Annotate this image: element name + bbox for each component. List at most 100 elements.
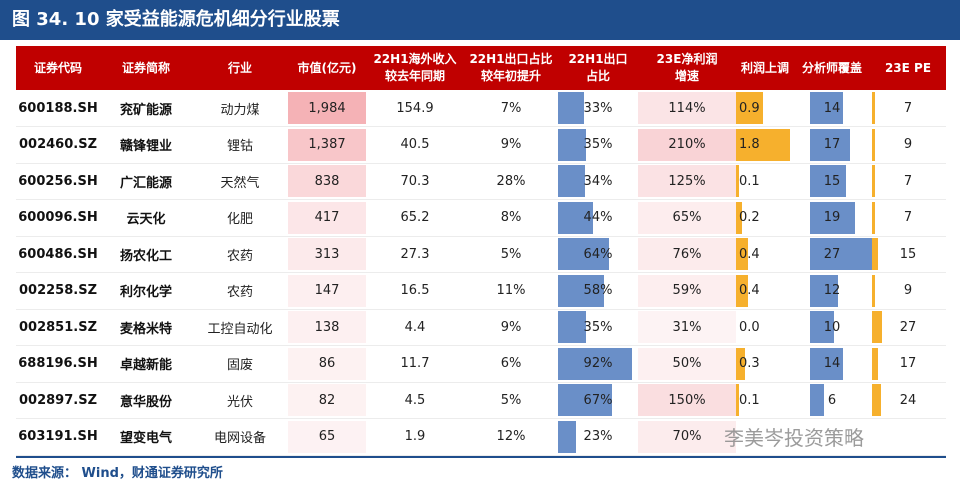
- header-export-share: 22H1出口 占比: [568, 52, 628, 83]
- profit-upgrade: 0.4: [736, 236, 794, 272]
- profit-upgrade: 0.2: [736, 200, 794, 236]
- industry: 固废: [192, 346, 288, 382]
- profit-growth-text: 76%: [672, 246, 702, 262]
- table-row: 600096.SH 云天化 化肥 417 65.2 8% 44% 65% 0.2 19 7: [16, 200, 946, 237]
- profit-upgrade: 0.3: [736, 346, 794, 382]
- profit-growth: 50%: [638, 346, 736, 382]
- profit-upgrade-text: 0.9: [739, 100, 760, 116]
- export-share: 33%: [558, 90, 638, 126]
- industry: 化肥: [192, 200, 288, 236]
- stock-name-text: 利尔化学: [119, 285, 172, 300]
- profit-upgrade: 1.8: [736, 127, 794, 163]
- overseas-revenue: 70.3: [366, 163, 464, 199]
- stock-name-text: 麦格米特: [119, 321, 172, 337]
- overseas-revenue-text: 27.3: [400, 246, 430, 262]
- export-share: 58%: [558, 273, 638, 309]
- profit-growth: 210%: [638, 127, 736, 163]
- export-share-increase-text: 7%: [500, 100, 522, 116]
- export-share-increase-text: 9%: [500, 319, 522, 335]
- export-share: 35%: [558, 309, 638, 345]
- stock-name-text: 卓越新能: [119, 358, 172, 373]
- export-share-text: 33%: [583, 100, 613, 116]
- stock-code-text: 002851.SZ: [19, 319, 97, 335]
- market-value: 1,387: [288, 127, 366, 163]
- industry-text: 农药: [226, 248, 253, 264]
- industry: 农药: [192, 236, 288, 272]
- pe-value: 7: [870, 200, 946, 236]
- profit-upgrade-bar: [736, 128, 790, 161]
- market-value-heat: [288, 274, 366, 307]
- analyst-coverage: 14: [794, 90, 870, 126]
- profit-upgrade-bar: [736, 347, 745, 380]
- pe-bar: [872, 201, 875, 234]
- industry-text: 光伏: [226, 394, 253, 410]
- watermark: 李美岑投资策略: [724, 426, 864, 450]
- profit-upgrade-text: 0.2: [739, 210, 760, 225]
- profit-growth-heat: [638, 128, 736, 161]
- analyst-coverage: 14: [794, 346, 870, 382]
- export-share-text: 44%: [583, 210, 613, 225]
- header-pe: 23E PE: [884, 60, 932, 75]
- stock-code-text: 688196.SH: [18, 356, 98, 371]
- pe-value: 7: [870, 90, 946, 126]
- profit-growth: 70%: [638, 419, 736, 455]
- market-value: 82: [288, 382, 366, 418]
- market-value-text: 138: [314, 319, 340, 335]
- industry: 电网设备: [192, 419, 288, 455]
- market-value: 417: [288, 200, 366, 236]
- header-industry: 行业: [227, 60, 252, 75]
- pe-value: [870, 419, 946, 455]
- export-share: 44%: [558, 200, 638, 236]
- profit-growth-heat: [638, 274, 736, 307]
- export-share-bar: [558, 128, 586, 161]
- market-value-heat: [288, 384, 366, 416]
- market-value-heat: [288, 201, 366, 234]
- overseas-revenue-text: 4.5: [404, 392, 426, 408]
- export-share-increase: 5%: [464, 236, 558, 272]
- profit-upgrade-text: 0.1: [739, 173, 760, 189]
- industry-text: 农药: [226, 285, 253, 300]
- profit-growth-text: 70%: [672, 429, 702, 444]
- stock-code-text: 603191.SH: [18, 429, 98, 444]
- profit-upgrade-bar: [736, 92, 763, 124]
- analyst-coverage-bar: [810, 311, 834, 343]
- stock-name-text: 云天化: [126, 212, 166, 227]
- analyst-coverage-text: 10: [823, 319, 841, 335]
- profit-growth-heat: [638, 201, 736, 234]
- pe-bar: [872, 92, 875, 124]
- industry: 农药: [192, 273, 288, 309]
- market-value-heat: [288, 165, 366, 197]
- profit-growth-text: 125%: [668, 173, 706, 189]
- table-row: 600486.SH 扬农化工 农药 313 27.3 5% 64% 76% 0.4 27 15: [16, 236, 946, 273]
- profit-growth: 76%: [638, 236, 736, 272]
- export-share-increase: 6%: [464, 346, 558, 382]
- pe-value-text: 7: [903, 210, 913, 225]
- profit-upgrade-text: 0.4: [739, 246, 760, 262]
- export-share-bar: [558, 92, 585, 124]
- table-row: 603191.SH 望变电气 电网设备 65 1.9 12% 23% 70%: [16, 419, 946, 456]
- analyst-coverage-text: 17: [823, 137, 841, 152]
- export-share-text: 35%: [583, 319, 613, 335]
- stock-name-text: 赣锋锂业: [119, 139, 172, 154]
- analyst-coverage-bar: [810, 238, 874, 270]
- profit-growth: 59%: [638, 273, 736, 309]
- analyst-coverage-text: 14: [823, 100, 841, 116]
- overseas-revenue-text: 4.4: [404, 319, 426, 335]
- industry: 工控自动化: [192, 309, 288, 345]
- export-share-bar: [558, 201, 594, 234]
- stock-name-text: 兖矿能源: [119, 102, 172, 118]
- pe-value-text: 15: [899, 246, 917, 262]
- stock-code-text: 002258.SZ: [19, 283, 97, 298]
- pe-value: 17: [870, 346, 946, 382]
- pe-bar: [872, 347, 879, 380]
- header-profit-upgrade: 利润上调: [740, 60, 789, 75]
- header-code: 证券代码: [33, 60, 82, 75]
- profit-upgrade-bar: [736, 384, 739, 416]
- stock-name: 赣锋锂业: [100, 127, 192, 163]
- pe-value: 7: [870, 163, 946, 199]
- overseas-revenue: 27.3: [366, 236, 464, 272]
- header-profit-growth: 23E净利润 增速: [656, 52, 718, 83]
- profit-upgrade-text: 1.8: [739, 137, 760, 152]
- profit-growth-heat: [638, 420, 736, 453]
- stock-name-text: 广汇能源: [119, 175, 172, 191]
